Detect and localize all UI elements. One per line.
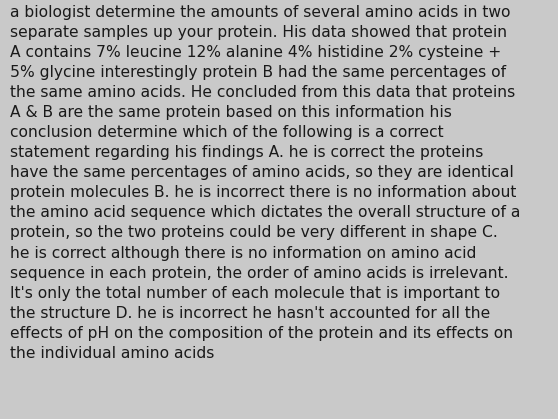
Text: a biologist determine the amounts of several amino acids in two
separate samples: a biologist determine the amounts of sev… <box>10 5 521 361</box>
